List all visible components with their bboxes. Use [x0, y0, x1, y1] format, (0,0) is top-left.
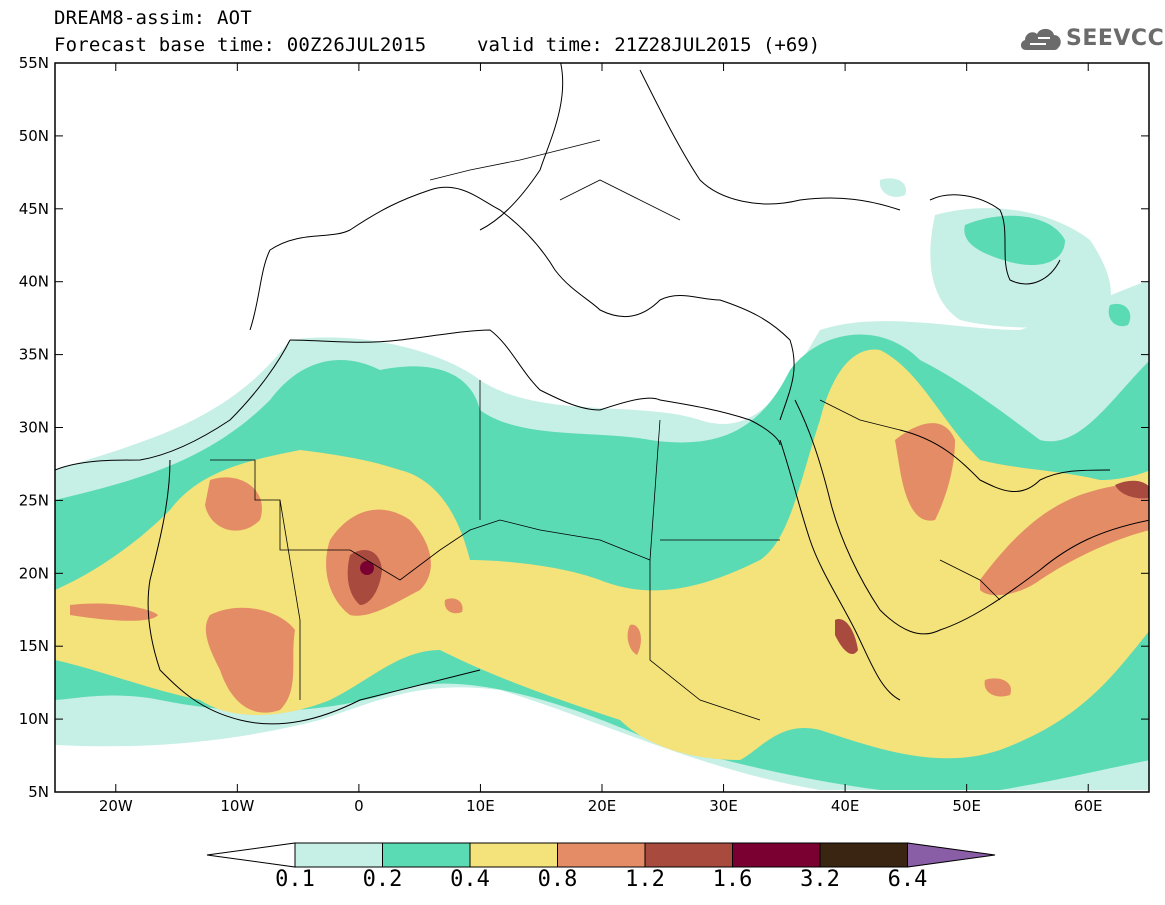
lon-tick-label: 10W — [220, 797, 254, 815]
colorbar-swatch — [294, 842, 383, 868]
lon-tick-label: 0 — [354, 797, 364, 815]
lat-axis: 55N 50N 45N 40N 35N 30N 25N 20N 15N 10N 5N — [19, 54, 1149, 801]
lat-tick-label: 40N — [19, 273, 49, 291]
lat-tick-label: 50N — [19, 127, 49, 145]
aot-band-0.8-f — [980, 484, 1149, 596]
colorbar-label: 0.8 — [537, 867, 578, 892]
lon-tick-label: 50E — [952, 797, 981, 815]
aot-field — [55, 178, 1149, 791]
lat-tick-label: 55N — [19, 54, 49, 72]
aot-band-0.4 — [55, 349, 1149, 760]
seevccc-logo: SEEVCCC — [1018, 22, 1165, 56]
colorbar-label: 0.4 — [450, 867, 490, 892]
valid-time: valid time: 21Z28JUL2015 (+69) — [477, 34, 821, 56]
colorbar-label: 1.6 — [712, 867, 753, 892]
lat-tick-label: 15N — [19, 637, 49, 655]
map-title: DREAM8-assim: AOT — [54, 7, 252, 29]
colorbar-label: 0.1 — [275, 867, 315, 892]
colorbar-swatch — [644, 842, 733, 868]
aot-band-0.8-d — [205, 607, 295, 713]
lat-tick-label: 25N — [19, 491, 49, 509]
aot-band-0.2-caspian — [964, 215, 1065, 266]
lon-tick-label: 30E — [709, 797, 738, 815]
aot-band-1.6 — [360, 561, 374, 575]
aot-band-0.1-blob — [879, 178, 906, 197]
colorbar-swatch — [732, 842, 821, 868]
coastlines — [55, 63, 1149, 725]
aot-band-0.8-c — [70, 603, 158, 621]
colorbar-under-arrow — [206, 842, 296, 868]
aot-band-0.8-h — [984, 678, 1011, 697]
aot-band-0.8-e — [895, 423, 955, 521]
aot-band-1.2-c — [1115, 480, 1149, 499]
colorbar-label: 1.2 — [625, 867, 665, 892]
lat-tick-label: 5N — [28, 783, 49, 801]
colorbar-swatch — [382, 842, 471, 868]
colorbar — [206, 842, 996, 868]
logo-text: SEEVCCC — [1066, 26, 1165, 51]
lat-tick-label: 20N — [19, 564, 49, 582]
forecast-base-time: Forecast base time: 00Z26JUL2015 — [54, 34, 427, 56]
lon-axis: 20W 10W 0 10E 20E 30E 40E 50E 60E — [99, 63, 1103, 815]
aot-band-0.8-g — [444, 598, 463, 614]
aot-band-0.2-blob2 — [1108, 303, 1131, 327]
lat-tick-label: 35N — [19, 346, 49, 364]
lon-tick-label: 10E — [466, 797, 495, 815]
lon-tick-label: 20W — [99, 797, 133, 815]
aot-band-1.2-b — [835, 619, 858, 655]
cloud-icon — [1020, 28, 1061, 50]
colorbar-label: 3.2 — [800, 867, 840, 892]
colorbar-swatch — [557, 842, 646, 868]
colorbar-label: 6.4 — [887, 867, 928, 892]
aot-band-0.8-a — [205, 477, 262, 531]
colorbar-label: 0.2 — [362, 867, 403, 892]
aot-band-0.8-i — [627, 624, 641, 655]
colorbar-swatch — [469, 842, 558, 868]
colorbar-over-arrow — [907, 842, 996, 868]
lon-tick-label: 40E — [831, 797, 860, 815]
lon-tick-label: 60E — [1074, 797, 1103, 815]
lat-tick-label: 45N — [19, 200, 49, 218]
colorbar-swatch — [819, 842, 908, 868]
lat-tick-label: 10N — [19, 710, 49, 728]
country-borders — [210, 139, 1001, 721]
lon-tick-label: 20E — [588, 797, 617, 815]
lat-tick-label: 30N — [19, 419, 49, 437]
